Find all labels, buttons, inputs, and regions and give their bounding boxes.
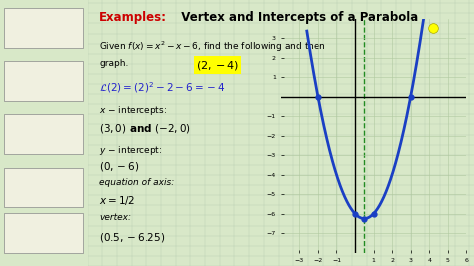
- FancyBboxPatch shape: [4, 8, 83, 48]
- Text: $(0.5, -6.25)$: $(0.5, -6.25)$: [99, 231, 165, 244]
- Text: $x = 1/2$: $x = 1/2$: [99, 194, 136, 207]
- Text: vertex:: vertex:: [99, 213, 131, 222]
- Text: Examples:: Examples:: [99, 11, 167, 24]
- Text: $\mathcal{L}(2) = (2)^2-2-6 = -4$: $\mathcal{L}(2) = (2)^2-2-6 = -4$: [99, 80, 226, 95]
- FancyBboxPatch shape: [4, 114, 83, 154]
- Text: $x$ $-$ intercepts:: $x$ $-$ intercepts:: [99, 104, 167, 117]
- Text: Vertex and Intercepts of a Parabola: Vertex and Intercepts of a Parabola: [173, 11, 418, 24]
- Text: $(0,-6)$: $(0,-6)$: [99, 160, 140, 173]
- FancyBboxPatch shape: [4, 61, 83, 101]
- Text: graph.: graph.: [99, 59, 128, 68]
- Text: $(2,-4)$: $(2,-4)$: [196, 59, 239, 72]
- FancyBboxPatch shape: [4, 213, 83, 253]
- Text: equation of axis:: equation of axis:: [99, 178, 174, 187]
- Text: $y$ $-$ intercept:: $y$ $-$ intercept:: [99, 144, 163, 157]
- Text: Given $f(x) = x^2 - x - 6$, find the following and then: Given $f(x) = x^2 - x - 6$, find the fol…: [99, 40, 326, 54]
- FancyBboxPatch shape: [4, 168, 83, 207]
- Text: $(3,0)$ and $(-2,0)$: $(3,0)$ and $(-2,0)$: [99, 122, 191, 135]
